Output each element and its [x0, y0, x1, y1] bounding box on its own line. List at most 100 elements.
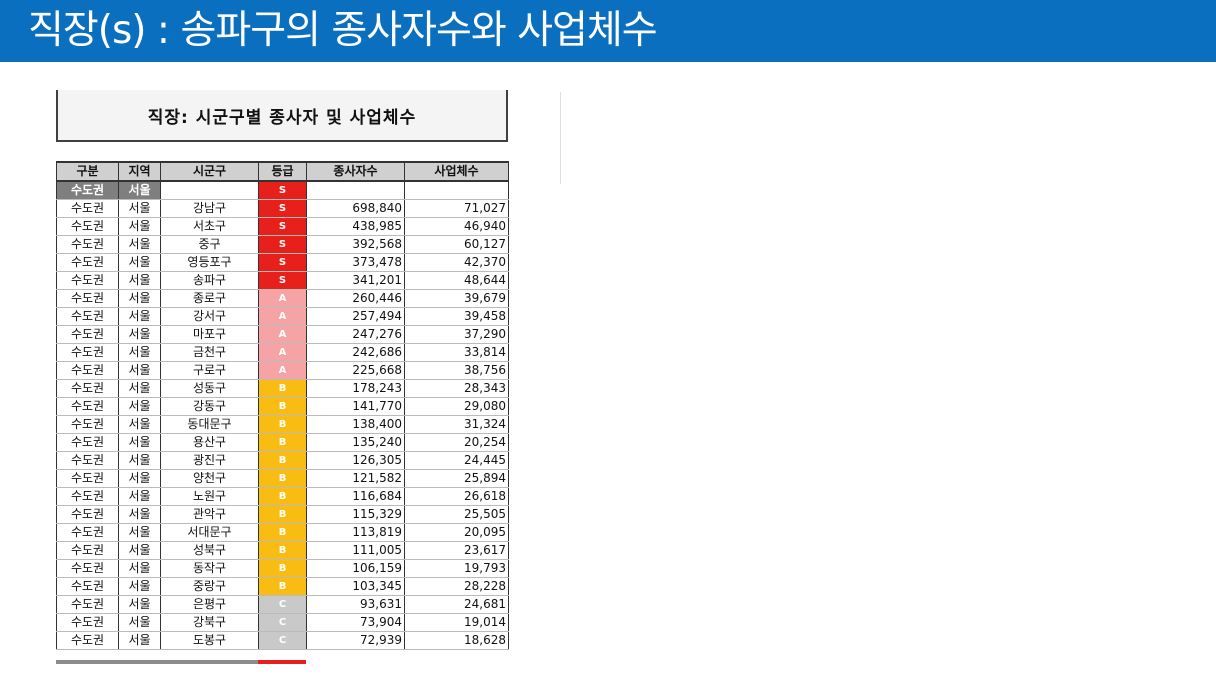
row-region: 서울 [118, 397, 161, 416]
row-workers: 698,840 [306, 199, 405, 218]
row-district: 양천구 [160, 469, 259, 488]
table-row: 수도권 서울 구로구 A 225,668 38,756 [56, 361, 509, 380]
row-workers: 106,159 [306, 559, 405, 578]
row-region: 서울 [118, 487, 161, 506]
row-category: 수도권 [56, 451, 119, 470]
row-region: 서울 [118, 451, 161, 470]
row-grade: A [258, 361, 307, 380]
row-grade: B [258, 415, 307, 434]
table-row: 수도권 서울 노원구 B 116,684 26,618 [56, 487, 509, 506]
table-row: 수도권 서울 강남구 S 698,840 71,027 [56, 199, 509, 218]
row-region: 서울 [118, 505, 161, 524]
row-region: 서울 [118, 595, 161, 614]
row-businesses: 46,940 [404, 217, 509, 236]
row-grade: B [258, 505, 307, 524]
row-category: 수도권 [56, 217, 119, 236]
row-businesses: 25,505 [404, 505, 509, 524]
row-category: 수도권 [56, 199, 119, 218]
row-workers: 93,631 [306, 595, 405, 614]
row-category: 수도권 [56, 433, 119, 452]
table-row: 수도권 서울 서대문구 B 113,819 20,095 [56, 523, 509, 542]
row-businesses: 39,679 [404, 289, 509, 308]
row-category: 수도권 [56, 397, 119, 416]
row-district: 은평구 [160, 595, 259, 614]
table-row: 수도권 서울 서초구 S 438,985 46,940 [56, 217, 509, 236]
bottom-edge-red [258, 660, 306, 664]
row-grade: S [258, 271, 307, 290]
table-header-row: 구분 지역 시군구 등급 종사자수 사업체수 [56, 161, 509, 182]
row-district: 강동구 [160, 397, 259, 416]
row-workers: 242,686 [306, 343, 405, 362]
row-region: 서울 [118, 217, 161, 236]
table-row: 수도권 서울 도봉구 C 72,939 18,628 [56, 631, 509, 650]
sheet-title: 직장: 시군구별 종사자 및 사업체수 [147, 107, 417, 128]
row-category: 수도권 [56, 613, 119, 632]
row-workers: 116,684 [306, 487, 405, 506]
row-region: 서울 [118, 307, 161, 326]
row-businesses: 19,014 [404, 613, 509, 632]
row-category: 수도권 [56, 541, 119, 560]
row-grade: B [258, 541, 307, 560]
row-region: 서울 [118, 631, 161, 650]
row-category: 수도권 [56, 307, 119, 326]
subtotal-businesses [404, 180, 509, 200]
row-workers: 121,582 [306, 469, 405, 488]
row-grade: C [258, 595, 307, 614]
row-grade: A [258, 343, 307, 362]
row-region: 서울 [118, 361, 161, 380]
row-district: 동대문구 [160, 415, 259, 434]
table-row: 수도권 서울 마포구 A 247,276 37,290 [56, 325, 509, 344]
table-row: 수도권 서울 중랑구 B 103,345 28,228 [56, 577, 509, 596]
bottom-edge-gray [56, 660, 258, 664]
row-district: 영등포구 [160, 253, 259, 272]
row-businesses: 20,095 [404, 523, 509, 542]
row-workers: 341,201 [306, 271, 405, 290]
row-district: 송파구 [160, 271, 259, 290]
row-category: 수도권 [56, 523, 119, 542]
row-region: 서울 [118, 577, 161, 596]
row-grade: C [258, 631, 307, 650]
row-businesses: 33,814 [404, 343, 509, 362]
row-region: 서울 [118, 415, 161, 434]
row-region: 서울 [118, 559, 161, 578]
table-row: 수도권 서울 종로구 A 260,446 39,679 [56, 289, 509, 308]
table-row: 수도권 서울 양천구 B 121,582 25,894 [56, 469, 509, 488]
header-workers: 종사자수 [306, 161, 405, 182]
row-region: 서울 [118, 541, 161, 560]
row-region: 서울 [118, 523, 161, 542]
row-region: 서울 [118, 613, 161, 632]
row-grade: S [258, 253, 307, 272]
subtotal-district [160, 180, 259, 200]
row-workers: 225,668 [306, 361, 405, 380]
row-district: 중구 [160, 235, 259, 254]
row-district: 종로구 [160, 289, 259, 308]
row-grade: B [258, 379, 307, 398]
row-workers: 392,568 [306, 235, 405, 254]
row-category: 수도권 [56, 343, 119, 362]
table-row: 수도권 서울 용산구 B 135,240 20,254 [56, 433, 509, 452]
row-workers: 73,904 [306, 613, 405, 632]
table-row: 수도권 서울 강북구 C 73,904 19,014 [56, 613, 509, 632]
row-workers: 135,240 [306, 433, 405, 452]
row-workers: 178,243 [306, 379, 405, 398]
row-businesses: 26,618 [404, 487, 509, 506]
header-district: 시군구 [160, 161, 259, 182]
header-businesses: 사업체수 [404, 161, 509, 182]
row-grade: S [258, 235, 307, 254]
row-category: 수도권 [56, 325, 119, 344]
row-businesses: 28,343 [404, 379, 509, 398]
row-district: 노원구 [160, 487, 259, 506]
table-row: 수도권 서울 관악구 B 115,329 25,505 [56, 505, 509, 524]
row-businesses: 28,228 [404, 577, 509, 596]
table-row: 수도권 서울 강서구 A 257,494 39,458 [56, 307, 509, 326]
table-row: 수도권 서울 동작구 B 106,159 19,793 [56, 559, 509, 578]
row-region: 서울 [118, 253, 161, 272]
row-grade: B [258, 487, 307, 506]
row-district: 강서구 [160, 307, 259, 326]
row-grade: C [258, 613, 307, 632]
row-businesses: 60,127 [404, 235, 509, 254]
table-row: 수도권 서울 중구 S 392,568 60,127 [56, 235, 509, 254]
row-district: 마포구 [160, 325, 259, 344]
row-category: 수도권 [56, 469, 119, 488]
row-businesses: 29,080 [404, 397, 509, 416]
